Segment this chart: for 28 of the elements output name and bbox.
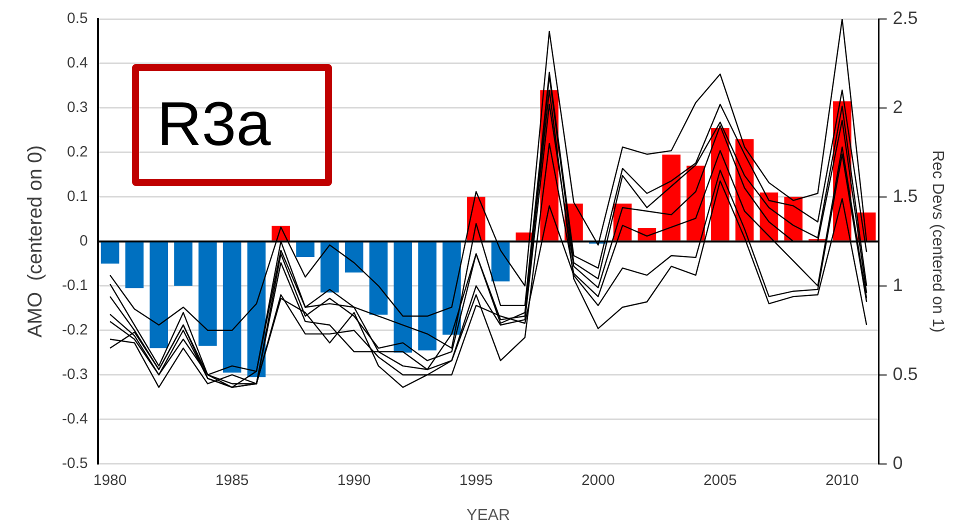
y-tick-label: 0.3 [66,99,88,116]
y-tick-label: -0.2 [62,322,88,338]
y2-tick-label: 0 [892,452,903,473]
x-tick-label: 1985 [215,472,249,489]
x-tick-label: 2005 [703,472,737,489]
y2-tick-label: 1.5 [892,186,918,206]
y-tick-label: -0.1 [62,277,88,294]
y-tick-label: 0 [80,232,88,250]
y2-axis-title: Rec Devs (centered on 1) [928,150,946,333]
x-axis-title: YEAR [466,506,510,524]
y-tick-label: -0.5 [62,454,88,472]
y-tick-label: -0.4 [62,410,88,428]
x-tick-label: 1995 [459,472,493,489]
annotation: R3a [157,90,271,159]
y2-tick-label: 0.5 [892,364,918,384]
y-tick-label: 0.2 [66,144,88,161]
x-tick-label: 2010 [825,472,859,489]
y-tick-label: -0.3 [62,366,88,383]
x-tick-label: 2000 [581,472,615,489]
y-tick-label: 0.4 [66,54,88,72]
y2-tick-label: 2.5 [892,8,918,28]
y2-tick-label: 2 [892,96,903,117]
y-tick-label: 0.5 [66,10,88,28]
x-tick-label: 1990 [337,472,371,489]
y2-tick-label: 1 [892,274,903,295]
y-axis-title: AMO (centered on 0) [24,145,47,338]
y-tick-label: 0.1 [66,188,88,206]
x-tick-label: 1980 [93,472,127,489]
